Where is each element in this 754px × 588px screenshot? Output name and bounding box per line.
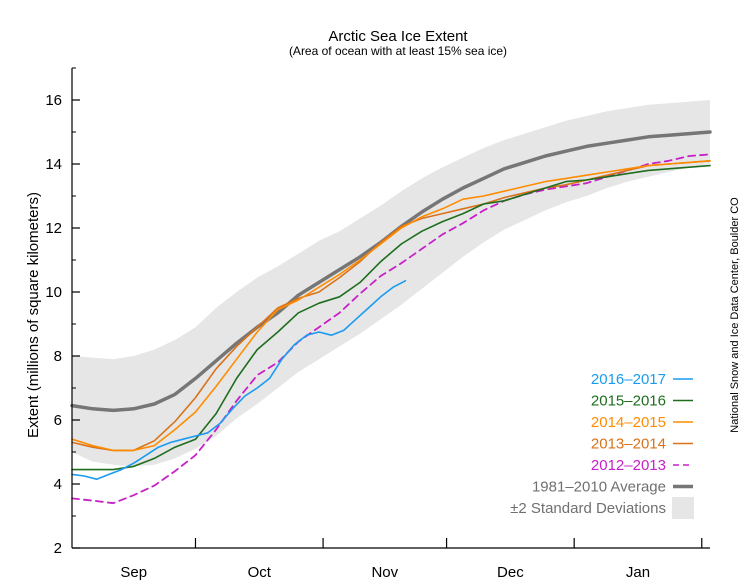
chart-subtitle: (Area of ocean with at least 15% sea ice… <box>289 44 507 58</box>
y-tick-label: 10 <box>45 284 62 301</box>
legend: 2016–2017 2015–2016 2014–2015 2013–2014 2012… <box>510 371 694 519</box>
y-tick-label: 12 <box>45 220 62 237</box>
x-month-label: Nov <box>371 564 398 581</box>
legend-label-band: ±2 Standard Deviations <box>510 500 666 517</box>
y-tick-label: 6 <box>54 412 62 429</box>
series-line-1 <box>71 153 711 505</box>
y-tick-label: 16 <box>45 92 62 109</box>
legend-label-2: 2014–2015 <box>591 414 666 431</box>
y-tick-label: 2 <box>54 540 62 557</box>
axes-group: 2 4 6 8 10 12 14 16 Sep Oct Nov Dec Jan <box>45 67 710 581</box>
std-dev-band-group <box>72 100 710 467</box>
legend-label-4: 2012–2013 <box>591 457 666 474</box>
legend-label-3: 2013–2014 <box>591 436 666 453</box>
series-line-4 <box>71 164 711 471</box>
legend-swatch-band <box>672 497 694 519</box>
chart-title: Arctic Sea Ice Extent <box>328 28 468 45</box>
x-month-label: Oct <box>248 564 272 581</box>
series-line-5 <box>71 279 407 481</box>
y-tick-label: 4 <box>54 476 62 493</box>
legend-label-1: 2015–2016 <box>591 393 666 410</box>
credit-text: National Snow and Ice Data Center, Bould… <box>729 197 741 433</box>
y-tick-label: 14 <box>45 156 62 173</box>
x-month-label: Jan <box>626 564 650 581</box>
y-tick-label: 8 <box>54 348 62 365</box>
y-axis-label: Extent (millions of square kilometers) <box>25 192 42 438</box>
series-group <box>70 130 712 505</box>
series-line-2 <box>71 160 711 452</box>
std-dev-band <box>72 100 710 467</box>
x-month-label: Sep <box>120 564 147 581</box>
x-month-label: Dec <box>497 564 524 581</box>
series-line-3 <box>71 160 711 452</box>
legend-label-5: 1981–2010 Average <box>532 479 666 496</box>
legend-label-0: 2016–2017 <box>591 371 666 388</box>
